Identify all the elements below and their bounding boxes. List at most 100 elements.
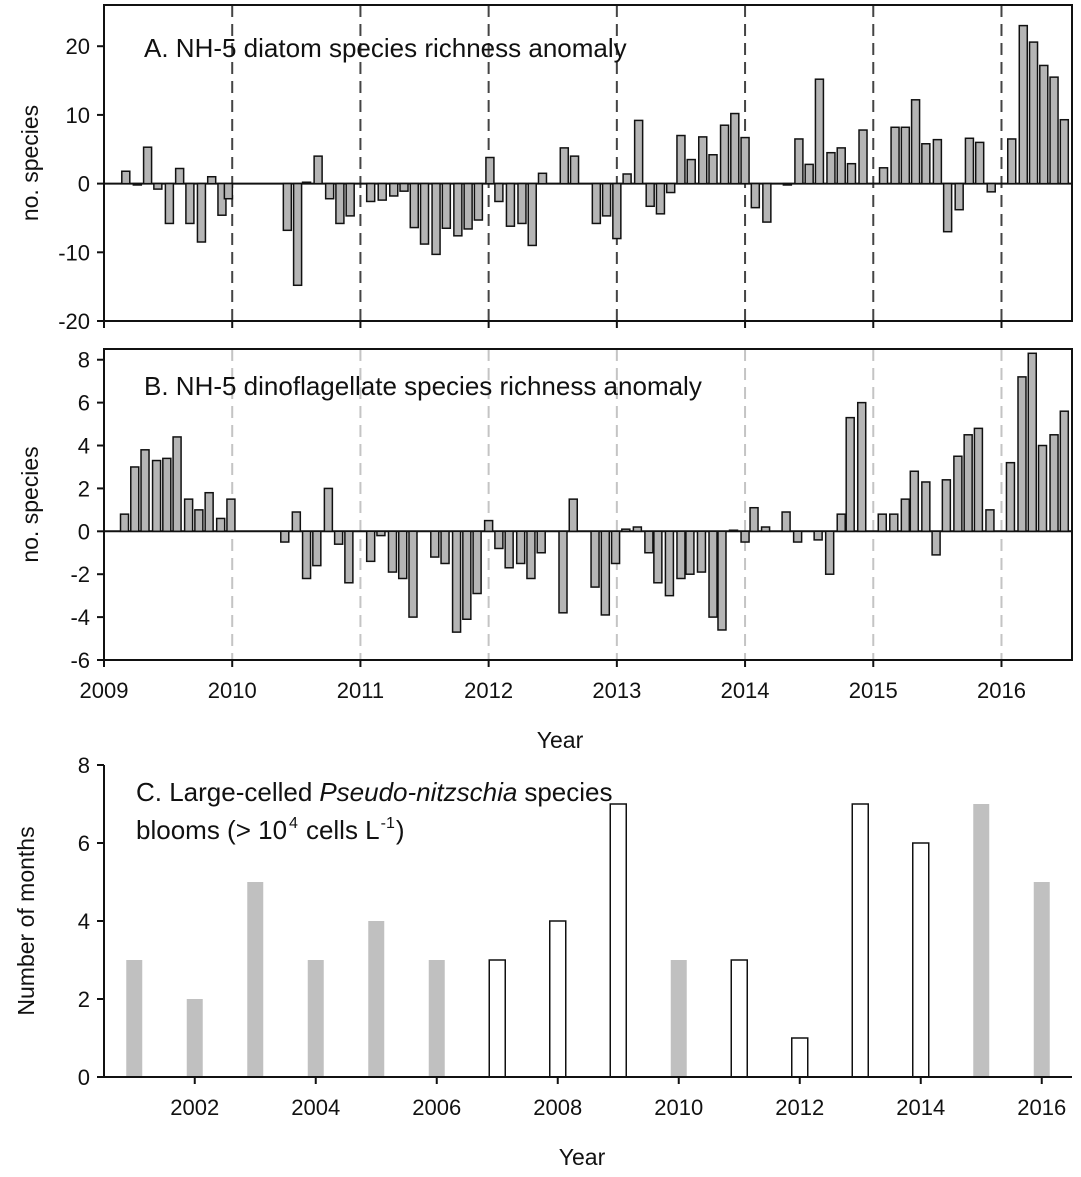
bar [824, 530, 835, 575]
plot-frame [103, 4, 1073, 322]
bar [183, 498, 194, 533]
bar [430, 530, 440, 558]
title-part: C. Large-celled [136, 777, 312, 807]
y-tick-label: -6 [70, 648, 90, 673]
bar [973, 427, 984, 533]
bar [740, 530, 750, 543]
bar [119, 513, 130, 533]
bar [204, 491, 214, 533]
bar [1059, 410, 1070, 533]
bar [1017, 376, 1027, 533]
x-tick-label: 2016 [977, 678, 1026, 703]
bar [621, 528, 631, 533]
bar [890, 126, 900, 185]
bar [912, 842, 930, 1078]
bar [1037, 444, 1048, 533]
bar [749, 506, 759, 533]
bar [485, 156, 495, 185]
x-tick-label: 2004 [291, 1095, 340, 1120]
y-axis-label: no. species [17, 105, 43, 221]
y-tick-label: 8 [78, 348, 90, 373]
x-tick-label: 2012 [775, 1095, 824, 1120]
x-tick-label: 2013 [592, 678, 641, 703]
bar [335, 182, 345, 225]
bar [313, 155, 323, 185]
bar [696, 530, 707, 573]
plot-frame [103, 348, 1073, 661]
bar [568, 498, 579, 533]
title-part: blooms (> 10 [136, 815, 287, 845]
panel-title: B. NH-5 dinoflagellate species richness … [144, 371, 702, 401]
bar [206, 175, 217, 185]
bar [921, 481, 931, 533]
bar [1033, 882, 1050, 1077]
bar [609, 803, 627, 1078]
y-tick-label: -20 [58, 309, 90, 334]
bar [931, 530, 941, 556]
bar [121, 170, 131, 185]
bar [126, 960, 143, 1077]
y-tick-label: 6 [78, 831, 90, 856]
bar [591, 182, 602, 225]
y-tick-label: 20 [66, 34, 90, 59]
y-tick-label: 10 [66, 103, 90, 128]
bar [333, 530, 344, 545]
bar [1018, 24, 1029, 185]
bar [453, 182, 463, 237]
bar [590, 530, 600, 588]
bar [974, 141, 985, 185]
title-part: Pseudo-nitzschia [319, 777, 517, 807]
x-tick-label: 2012 [464, 678, 513, 703]
bar [600, 530, 611, 616]
bar [282, 182, 293, 232]
x-tick-label: 2009 [80, 678, 129, 703]
bar [1005, 461, 1016, 533]
bar [610, 530, 621, 565]
x-tick-label: 2014 [721, 678, 770, 703]
x-axis-label: Year [559, 1144, 606, 1170]
bar [172, 436, 182, 533]
title-part: cells L [306, 815, 380, 845]
bar [397, 530, 408, 580]
bar [708, 154, 718, 185]
bar [1049, 434, 1059, 533]
bar [344, 530, 354, 584]
bar [431, 182, 441, 256]
bar [515, 530, 526, 565]
bar [389, 182, 399, 197]
bar [653, 530, 663, 584]
y-tick-label: 0 [78, 519, 90, 544]
bar [151, 459, 162, 533]
bar [601, 182, 612, 217]
bar [387, 530, 398, 573]
bar [419, 182, 430, 245]
bar [670, 960, 687, 1077]
x-tick-label: 2016 [1017, 1095, 1066, 1120]
bar [740, 136, 750, 185]
bar [1006, 138, 1017, 185]
bar [782, 182, 793, 186]
bar [194, 509, 204, 533]
bar [186, 999, 203, 1077]
bar [536, 530, 546, 554]
bar [697, 136, 708, 185]
bar [633, 119, 644, 185]
x-tick-label: 2002 [170, 1095, 219, 1120]
bar [845, 416, 855, 533]
x-tick-label: 2011 [337, 678, 384, 703]
bar [132, 182, 143, 186]
bar [527, 182, 537, 247]
bar [153, 182, 163, 190]
bar [312, 530, 322, 567]
bar [301, 181, 312, 185]
bar [900, 126, 911, 185]
bar [399, 182, 409, 192]
bar [664, 530, 675, 597]
bar [612, 182, 622, 240]
bar [162, 457, 172, 533]
bar [878, 167, 889, 185]
bar [451, 530, 462, 633]
bar [307, 960, 324, 1077]
bar [964, 137, 975, 185]
